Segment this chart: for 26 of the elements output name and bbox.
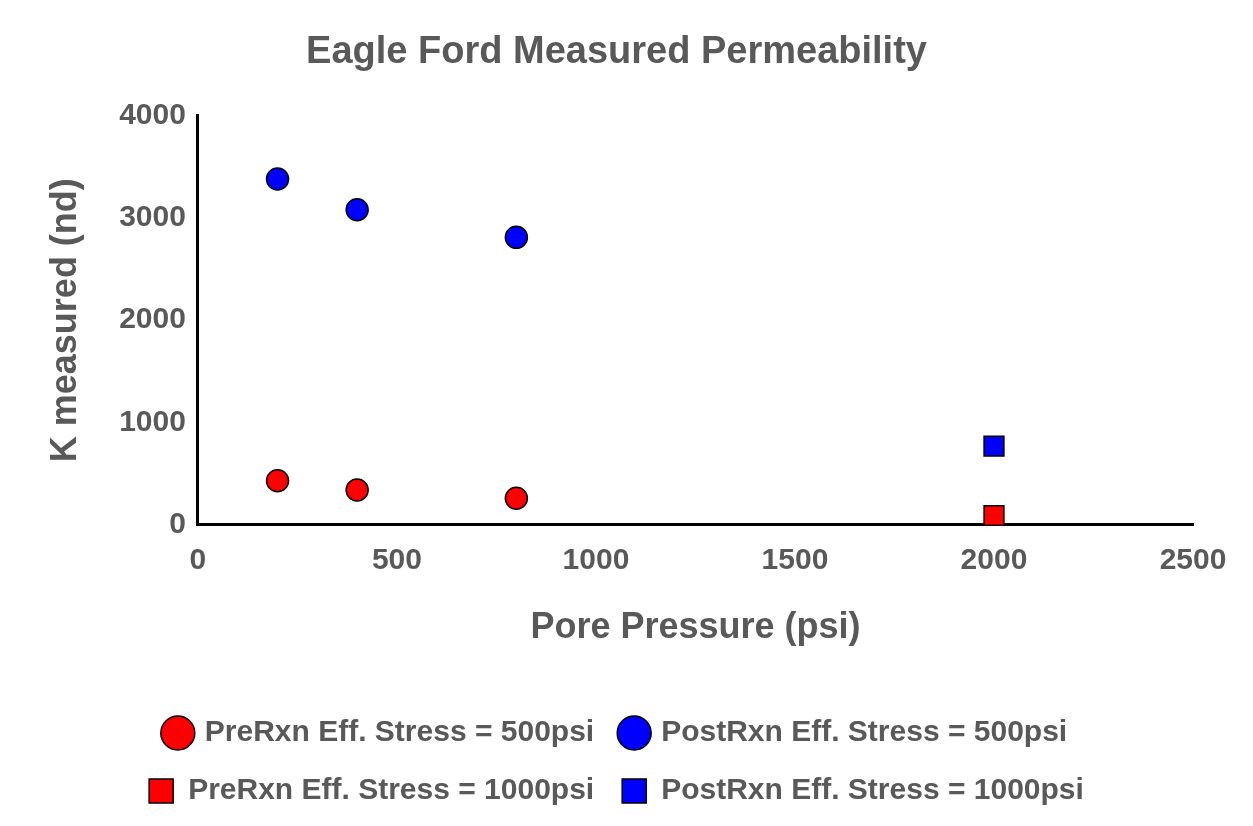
x-tick-label: 2500 <box>1159 542 1227 576</box>
x-tick-label: 1500 <box>761 542 829 576</box>
point <box>504 486 529 510</box>
point <box>983 504 1005 525</box>
point <box>345 478 369 502</box>
legend-label: PreRxn Eff. Stress = 500psi <box>204 714 595 748</box>
x-tick-label: 1000 <box>562 542 630 576</box>
legend-label: PostRxn Eff. Stress = 500psi <box>661 714 1068 748</box>
point <box>983 435 1005 457</box>
x-tick-label: 0 <box>189 542 207 576</box>
y-tick-label: 3000 <box>119 199 186 233</box>
point <box>504 225 529 250</box>
x-tick-label: 2000 <box>960 542 1028 576</box>
y-tick-label: 4000 <box>119 96 186 130</box>
point <box>265 167 290 191</box>
y-tick-label: 1000 <box>119 403 186 437</box>
chart-title: Eagle Ford Measured Permeability <box>306 29 927 72</box>
y-tick-label: 2000 <box>119 301 186 335</box>
point <box>345 197 369 222</box>
legend-label: PreRxn Eff. Stress = 1000psi <box>188 772 595 806</box>
y-tick-label: 0 <box>169 506 186 540</box>
point <box>265 469 290 493</box>
x-tick-label: 500 <box>371 542 422 576</box>
y-axis-title: K measured (nd) <box>42 178 84 463</box>
x-axis-title: Pore Pressure (psi) <box>530 605 861 647</box>
legend-label: PostRxn Eff. Stress = 1000psi <box>661 772 1084 806</box>
